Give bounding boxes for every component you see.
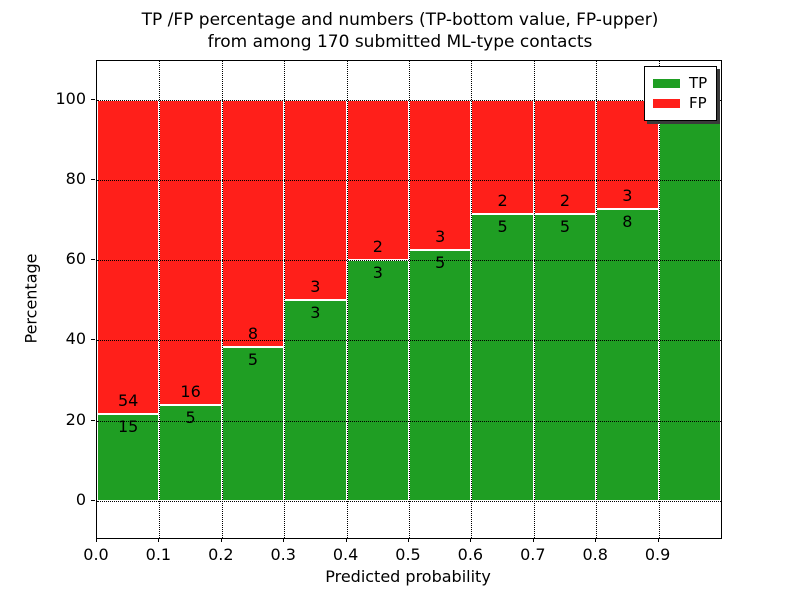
x-tick-label: 0.8 — [582, 545, 608, 564]
bar-tp-segment — [346, 260, 409, 501]
x-tick — [657, 538, 659, 542]
y-tick-label: 100 — [55, 88, 86, 108]
v-gridline — [596, 61, 598, 538]
fp-count-label: 3 — [435, 227, 446, 247]
chart-title-line1: TP /FP percentage and numbers (TP-bottom… — [141, 10, 659, 30]
x-tick — [220, 538, 222, 542]
bar-tp-segment — [596, 209, 659, 501]
chart-title-line2: from among 170 submitted ML-type contact… — [207, 32, 593, 52]
fp-count-label: 54 — [118, 390, 139, 410]
x-axis-label: Predicted probability — [325, 567, 491, 586]
fp-count-label: 2 — [559, 191, 571, 211]
tp-count-label: 5 — [435, 253, 446, 273]
v-gridline — [221, 61, 223, 538]
x-tick-label: 0.1 — [145, 545, 172, 564]
bar-fp-segment — [409, 99, 472, 251]
bar-fp-segment — [159, 99, 222, 406]
x-tick-label: 0.5 — [395, 545, 421, 564]
x-tick-label: 0.6 — [457, 545, 484, 564]
tp-count-label: 15 — [118, 416, 139, 436]
x-tick — [408, 538, 409, 542]
bar-tp-segment — [221, 346, 285, 501]
y-tick — [91, 179, 95, 181]
fp-count-label: 2 — [372, 237, 383, 257]
y-tick-label: 0 — [75, 489, 86, 509]
x-tick — [158, 538, 160, 542]
legend-entry-fp: FP — [653, 95, 707, 112]
v-gridline — [284, 61, 286, 538]
v-gridline — [159, 61, 161, 538]
fp-count-label: 16 — [180, 382, 201, 402]
x-tick-label: 0.0 — [83, 545, 109, 564]
y-tick — [91, 419, 95, 421]
tp-count-label: 8 — [622, 212, 633, 232]
x-tick — [345, 538, 347, 542]
bar-fp-segment — [284, 99, 347, 301]
y-tick-label: 60 — [65, 249, 86, 269]
y-tick — [91, 339, 95, 341]
x-tick — [96, 538, 97, 542]
tp-count-label: 3 — [310, 303, 321, 323]
x-tick — [470, 538, 472, 542]
x-tick — [595, 538, 597, 542]
bar-tp-segment — [533, 214, 597, 501]
legend-label-fp: FP — [689, 94, 707, 112]
legend-entry-tp: TP — [653, 75, 707, 92]
bar-tp-segment — [409, 250, 472, 501]
v-gridline — [533, 61, 535, 538]
bar-tp-segment — [284, 300, 347, 501]
legend: TP FP — [644, 66, 718, 121]
x-tick-label: 0.9 — [644, 545, 671, 564]
x-tick-label: 0.3 — [270, 545, 296, 564]
y-tick — [91, 499, 95, 501]
plot-area: 54151658533233525253823 — [96, 60, 722, 539]
fp-count-label: 3 — [310, 277, 321, 297]
bar-tp-segment — [471, 214, 534, 501]
y-tick — [91, 259, 95, 261]
v-gridline — [346, 61, 348, 538]
tp-count-label: 5 — [497, 217, 508, 237]
v-gridline — [658, 61, 660, 538]
v-gridline — [409, 61, 410, 538]
legend-label-tp: TP — [689, 74, 708, 92]
tp-count-label: 5 — [247, 349, 259, 369]
y-tick-label: 80 — [65, 169, 86, 189]
x-tick-label: 0.4 — [332, 545, 359, 564]
bar-tp-segment — [658, 99, 721, 501]
fp-count-label: 2 — [497, 191, 508, 211]
fp-color-swatch — [653, 99, 680, 108]
bar-fp-segment — [221, 99, 285, 347]
y-tick — [91, 98, 95, 100]
x-tick — [532, 538, 534, 542]
tp-color-swatch — [653, 79, 680, 88]
v-gridline — [471, 61, 473, 538]
bar-tp-segment — [97, 413, 160, 501]
y-tick-label: 20 — [65, 409, 86, 429]
fp-count-label: 3 — [622, 186, 633, 206]
bar-fp-segment — [97, 99, 160, 414]
fp-count-label: 8 — [247, 323, 259, 343]
y-tick-label: 40 — [65, 329, 86, 349]
x-tick — [283, 538, 285, 542]
tp-count-label: 3 — [372, 263, 383, 283]
tp-count-label: 5 — [185, 408, 196, 428]
tp-count-label: 5 — [559, 217, 571, 237]
x-tick-label: 0.2 — [208, 545, 234, 564]
x-tick-label: 0.7 — [520, 545, 546, 564]
